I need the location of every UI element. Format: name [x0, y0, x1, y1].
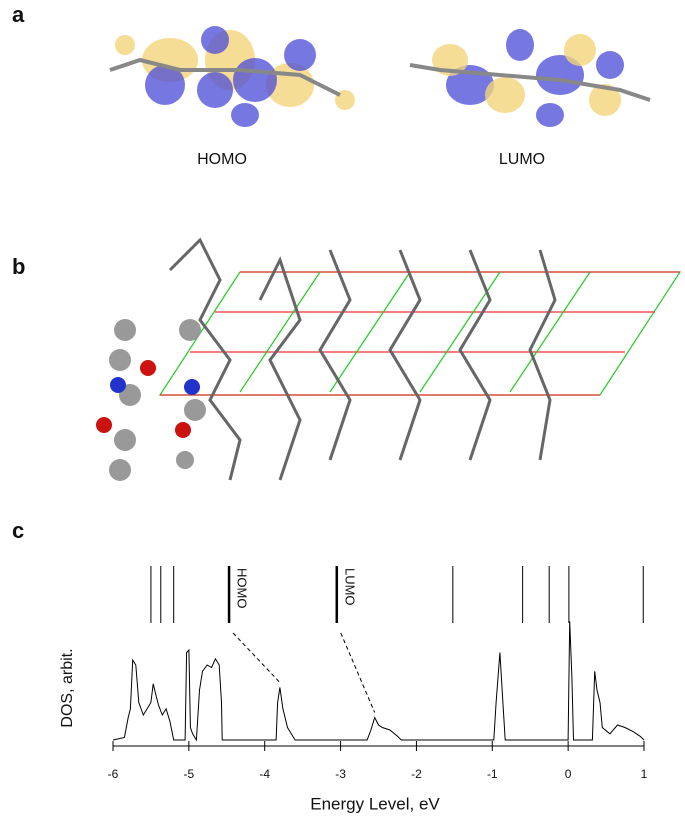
x-tick-label: -3: [335, 767, 346, 781]
x-tick-label: -5: [184, 767, 195, 781]
lumo-molecule: [409, 29, 651, 127]
connector: [340, 632, 376, 713]
orbital-label: HOMO: [197, 151, 247, 168]
x-axis-label: Energy Level, eV: [310, 794, 440, 813]
x-tick-label: 0: [565, 767, 572, 781]
connector: [232, 632, 281, 683]
x-tick-label: -4: [259, 767, 270, 781]
dos-chart: -6 -5 -4 -3 -2 -1 0 1 Energy Level, eV DOS, arbit…: [59, 566, 648, 813]
panel-label: b: [12, 254, 25, 279]
x-tick-label: 1: [641, 767, 648, 781]
panel-label: c: [12, 518, 24, 543]
orbital-label: LUMO: [499, 151, 545, 168]
x-tick-label: -1: [487, 767, 498, 781]
panel-label: a: [12, 2, 25, 27]
crystal-packing: [96, 237, 682, 481]
x-tick-label: -2: [411, 767, 422, 781]
frontier-label: HOMO: [235, 568, 250, 608]
y-axis-label: DOS, arbit.: [59, 648, 76, 727]
frontier-label: LUMO: [342, 568, 357, 606]
x-tick-label: -6: [108, 767, 119, 781]
homo-molecule: [109, 26, 355, 127]
dos-curve: [112, 621, 645, 742]
